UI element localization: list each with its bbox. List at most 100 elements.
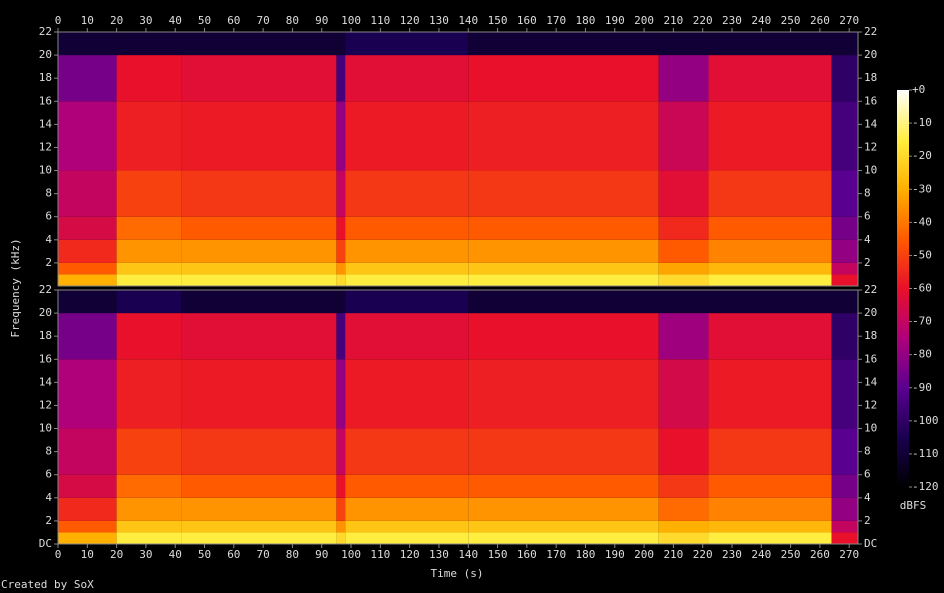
- spectrogram-cell: [708, 216, 832, 240]
- y-tick-label: 20: [864, 306, 877, 319]
- spectrogram-cell: [468, 239, 659, 263]
- y-tick-label: 14: [39, 117, 53, 130]
- spectrogram-cell: [708, 474, 832, 498]
- spectrogram-cell: [658, 359, 709, 429]
- y-tick-label: 22: [39, 283, 52, 296]
- spectrogram-cell: [468, 262, 659, 275]
- y-tick-label: 8: [864, 445, 871, 458]
- colorbar-tick-label: -120: [912, 480, 939, 493]
- spectrogram-cell: [336, 262, 346, 275]
- x-tick-label: 160: [517, 548, 537, 561]
- spectrogram-cell: [468, 170, 659, 217]
- x-tick-label: 40: [169, 548, 182, 561]
- footer: Created by SoX: [1, 578, 94, 591]
- spectrogram-cell: [116, 290, 182, 314]
- spectrogram-cell: [345, 32, 469, 56]
- spectrogram-cell: [345, 428, 469, 475]
- spectrogram-cell: [345, 497, 469, 521]
- y-tick-label: 6: [45, 210, 52, 223]
- x-tick-label: 230: [722, 548, 742, 561]
- y-tick-label: 10: [864, 422, 877, 435]
- spectrogram-cell: [181, 313, 337, 360]
- spectrogram-cell: [116, 216, 182, 240]
- x-tick-label: 140: [458, 548, 478, 561]
- spectrogram-cell: [336, 170, 346, 217]
- x-tick-label: 170: [546, 548, 566, 561]
- x-tick-label: 250: [781, 14, 801, 27]
- x-tick-label: 60: [227, 548, 240, 561]
- x-tick-label: 30: [139, 548, 152, 561]
- spectrogram-cell: [708, 274, 832, 286]
- y-tick-label: 18: [39, 329, 52, 342]
- spectrogram-cell: [181, 216, 337, 240]
- spectrogram-cell: [116, 313, 182, 360]
- spectrogram-cell: [468, 290, 659, 314]
- y-tick-label: 6: [45, 468, 52, 481]
- spectrogram-cell: [336, 55, 346, 102]
- spectrogram-cell: [181, 290, 337, 314]
- spectrogram-cell: [336, 428, 346, 475]
- spectrogram-cell: [58, 216, 117, 240]
- spectrogram-cell: [468, 32, 659, 56]
- colorbar-tick-label: -110: [912, 447, 939, 460]
- spectrogram-cell: [58, 101, 117, 171]
- x-tick-label: 150: [488, 548, 508, 561]
- x-tick-label: 10: [81, 548, 94, 561]
- spectrogram-cell: [831, 170, 858, 217]
- y-tick-label: DC: [39, 537, 52, 550]
- spectrogram-cell: [336, 532, 346, 544]
- x-tick-label: 230: [722, 14, 742, 27]
- x-tick-label: 100: [341, 14, 361, 27]
- spectrogram-cell: [345, 55, 469, 102]
- x-tick-label: 60: [227, 14, 240, 27]
- colorbar-tick-label: -70: [912, 315, 932, 328]
- y-tick-label: 12: [39, 140, 52, 153]
- x-tick-label: 0: [55, 14, 62, 27]
- x-tick-label: 50: [198, 548, 211, 561]
- y-tick-label: 4: [864, 491, 871, 504]
- spectrogram-cell: [116, 274, 182, 286]
- spectrogram-cell: [345, 216, 469, 240]
- y-tick-label: 2: [45, 256, 52, 269]
- spectrogram-cell: [58, 239, 117, 263]
- spectrogram-cell: [181, 274, 337, 286]
- y-tick-label: 6: [864, 468, 871, 481]
- spectrogram-cell: [658, 216, 709, 240]
- spectrogram-cell: [708, 313, 832, 360]
- y-tick-label: 16: [39, 352, 52, 365]
- y-tick-label: 10: [39, 422, 52, 435]
- spectrogram-cell: [831, 290, 858, 314]
- spectrogram-cell: [58, 359, 117, 429]
- spectrogram-cell: [58, 532, 117, 544]
- spectrogram-cell: [468, 216, 659, 240]
- x-tick-label: 110: [370, 14, 390, 27]
- spectrogram-cell: [658, 274, 709, 286]
- x-tick-label: 210: [663, 548, 683, 561]
- spectrogram-cell: [336, 474, 346, 498]
- spectrogram-cell: [116, 532, 182, 544]
- spectrogram-cell: [708, 532, 832, 544]
- x-tick-label: 70: [257, 14, 270, 27]
- spectrogram-cell: [831, 216, 858, 240]
- spectrogram-cell: [468, 55, 659, 102]
- spectrogram-cell: [708, 359, 832, 429]
- y-tick-label: 4: [864, 233, 871, 246]
- colorbar-tick-label: -10: [912, 116, 932, 129]
- y-tick-label: 16: [39, 94, 52, 107]
- x-tick-label: 180: [576, 548, 596, 561]
- spectrogram-cell: [708, 520, 832, 533]
- x-tick-label: 120: [400, 14, 420, 27]
- colorbar-tick-label: -60: [912, 282, 932, 295]
- y-tick-label: 18: [864, 329, 877, 342]
- spectrogram-cell: [181, 32, 337, 56]
- y-tick-label: 18: [39, 71, 52, 84]
- y-tick-label: 20: [39, 48, 52, 61]
- spectrogram-cell: [831, 359, 858, 429]
- spectrogram-cell: [58, 520, 117, 533]
- spectrogram-cell: [181, 55, 337, 102]
- spectrogram-cell: [708, 101, 832, 171]
- spectrogram-cell: [116, 55, 182, 102]
- x-tick-label: 260: [810, 548, 830, 561]
- spectrogram-cell: [58, 32, 117, 56]
- x-tick-label: 10: [81, 14, 94, 27]
